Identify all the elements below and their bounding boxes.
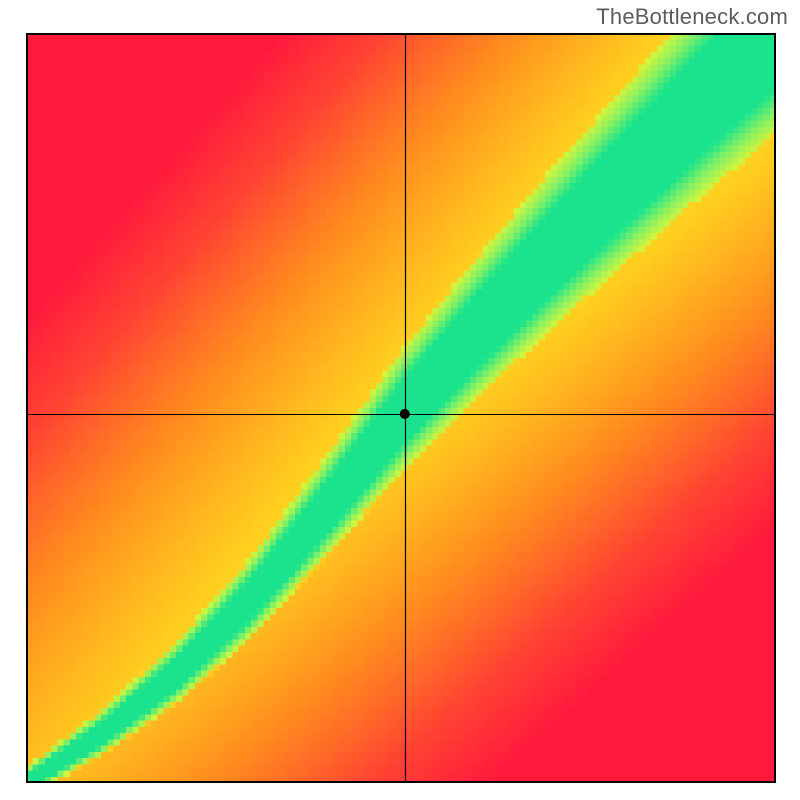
watermark-text: TheBottleneck.com — [596, 4, 788, 30]
crosshair-overlay — [26, 33, 776, 783]
chart-container: { "watermark": { "text": "TheBottleneck.… — [0, 0, 800, 800]
heatmap-plot — [26, 33, 776, 783]
